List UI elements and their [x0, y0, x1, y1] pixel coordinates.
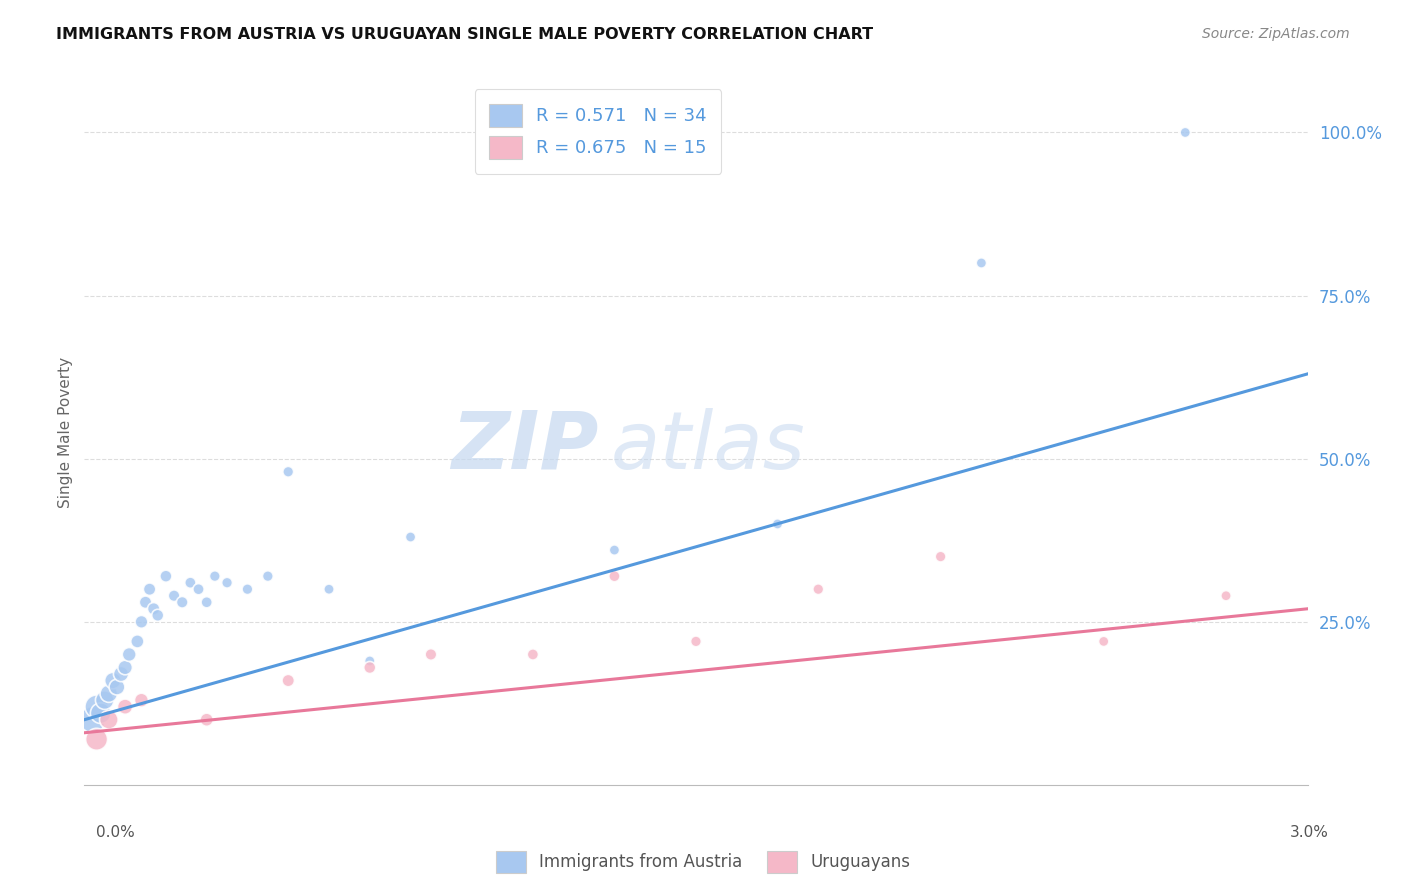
- Point: [420, 648, 443, 662]
- Point: [1215, 589, 1237, 603]
- Point: [359, 660, 381, 674]
- Point: [522, 648, 544, 662]
- Point: [603, 543, 626, 558]
- Point: [86, 699, 108, 714]
- Text: Source: ZipAtlas.com: Source: ZipAtlas.com: [1202, 27, 1350, 41]
- Point: [929, 549, 952, 564]
- Point: [118, 648, 141, 662]
- Point: [970, 256, 993, 270]
- Point: [97, 713, 120, 727]
- Point: [101, 673, 124, 688]
- Text: atlas: atlas: [610, 408, 806, 486]
- Point: [204, 569, 226, 583]
- Point: [114, 699, 136, 714]
- Point: [807, 582, 830, 597]
- Point: [685, 634, 707, 648]
- Point: [359, 654, 381, 668]
- Point: [179, 575, 201, 590]
- Point: [236, 582, 259, 597]
- Point: [318, 582, 340, 597]
- Legend: R = 0.571   N = 34, R = 0.675   N = 15: R = 0.571 N = 34, R = 0.675 N = 15: [475, 89, 721, 174]
- Text: 3.0%: 3.0%: [1289, 825, 1329, 840]
- Point: [105, 680, 128, 694]
- Point: [142, 602, 165, 616]
- Y-axis label: Single Male Poverty: Single Male Poverty: [58, 357, 73, 508]
- Legend: Immigrants from Austria, Uruguayans: Immigrants from Austria, Uruguayans: [489, 845, 917, 880]
- Point: [187, 582, 209, 597]
- Text: 0.0%: 0.0%: [96, 825, 135, 840]
- Point: [766, 516, 789, 531]
- Point: [138, 582, 160, 597]
- Text: ZIP: ZIP: [451, 408, 598, 486]
- Text: IMMIGRANTS FROM AUSTRIA VS URUGUAYAN SINGLE MALE POVERTY CORRELATION CHART: IMMIGRANTS FROM AUSTRIA VS URUGUAYAN SIN…: [56, 27, 873, 42]
- Point: [1092, 634, 1115, 648]
- Point: [114, 660, 136, 674]
- Point: [97, 687, 120, 701]
- Point: [399, 530, 422, 544]
- Point: [155, 569, 177, 583]
- Point: [277, 465, 299, 479]
- Point: [603, 569, 626, 583]
- Point: [127, 634, 149, 648]
- Point: [86, 732, 108, 747]
- Point: [172, 595, 194, 609]
- Point: [131, 693, 153, 707]
- Point: [146, 608, 169, 623]
- Point: [1174, 126, 1197, 140]
- Point: [93, 693, 117, 707]
- Point: [195, 595, 218, 609]
- Point: [135, 595, 157, 609]
- Point: [257, 569, 280, 583]
- Point: [163, 589, 186, 603]
- Point: [90, 706, 112, 721]
- Point: [195, 713, 218, 727]
- Point: [131, 615, 153, 629]
- Point: [82, 713, 104, 727]
- Point: [217, 575, 239, 590]
- Point: [110, 667, 132, 681]
- Point: [277, 673, 299, 688]
